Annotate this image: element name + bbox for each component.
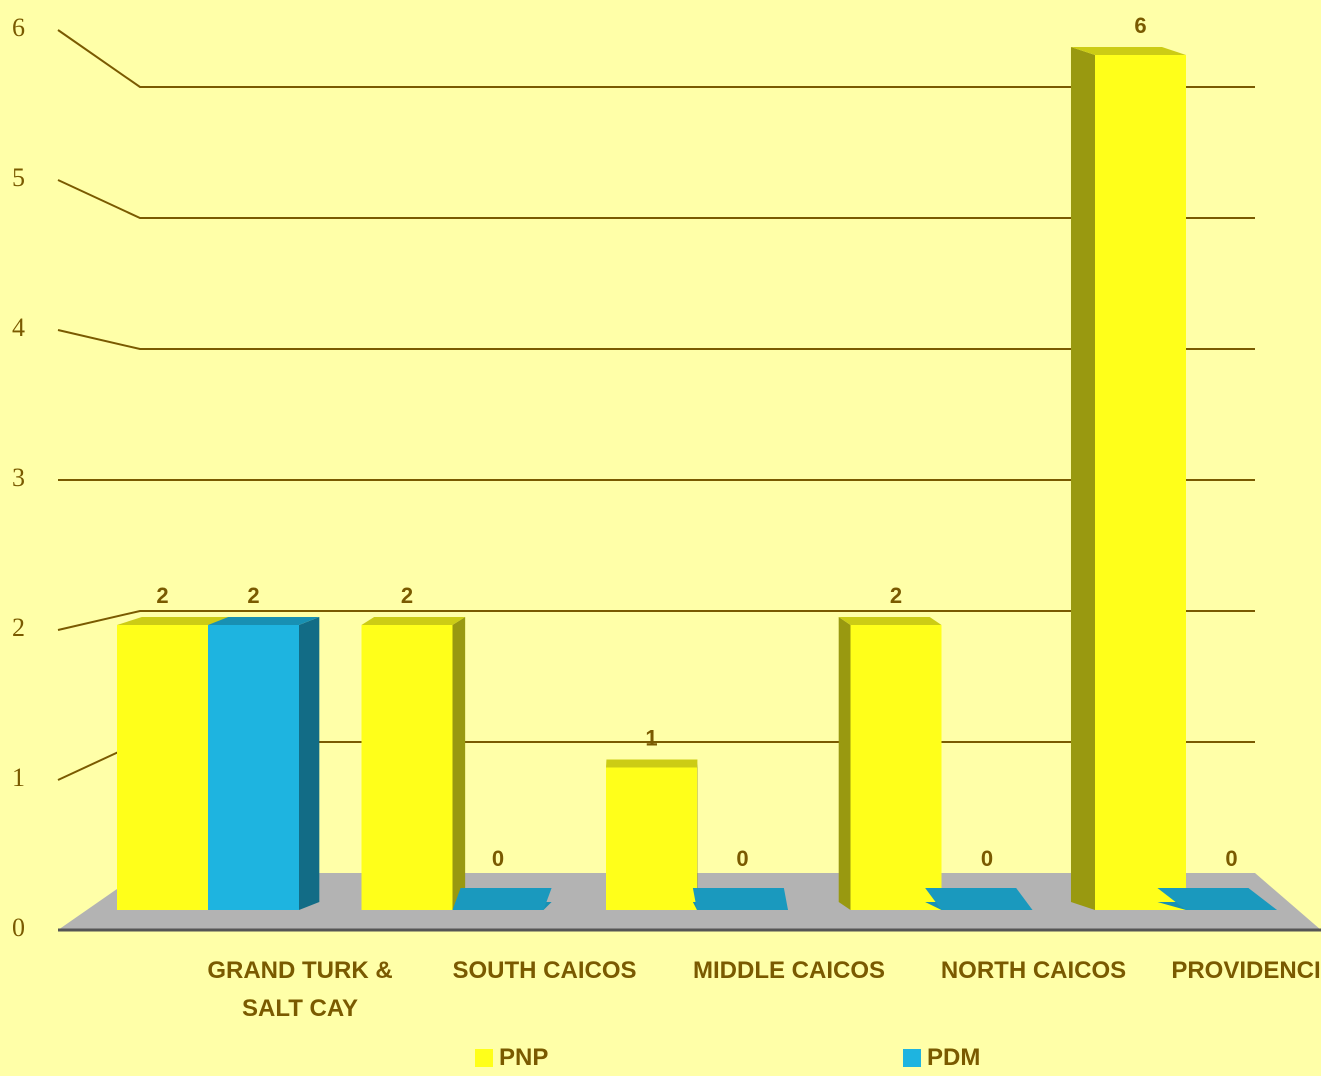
bar (452, 888, 552, 910)
bar-top (208, 617, 320, 625)
legend-swatch (903, 1049, 921, 1067)
y-tick-label: 4 (12, 313, 25, 342)
x-tick-label: NORTH CAICOS (940, 957, 1127, 984)
data-label: 0 (981, 846, 993, 871)
data-label: 0 (492, 846, 504, 871)
bar (208, 625, 299, 910)
y-tick-label: 1 (12, 763, 25, 792)
x-tick-label: GRAND TURK & SALT CAY (207, 957, 393, 1022)
y-tick-label: 5 (12, 163, 25, 192)
legend-swatch (475, 1049, 493, 1067)
bar-side (1070, 47, 1095, 910)
data-label: 2 (401, 583, 413, 608)
bar (1095, 55, 1186, 910)
bar (1157, 888, 1277, 910)
bar-side (299, 617, 320, 910)
data-label: 0 (736, 846, 748, 871)
legend-item: PNP (475, 1044, 548, 1072)
legend-item: PDM (903, 1044, 980, 1072)
grid-line (57, 179, 1255, 219)
bar-top (361, 617, 466, 625)
y-tick-label: 6 (12, 13, 25, 42)
bar-top (838, 617, 942, 625)
data-label: 2 (247, 583, 259, 608)
bar (606, 767, 697, 910)
grid-line (57, 329, 1255, 350)
data-label: 2 (156, 583, 168, 608)
bar (925, 888, 1033, 910)
legend-label: PNP (499, 1044, 549, 1071)
legend-label: PDM (927, 1044, 981, 1071)
bar-top (1070, 47, 1186, 55)
bar-top (606, 759, 698, 768)
bar-side (838, 617, 851, 910)
bar (692, 888, 788, 910)
bar-top (117, 617, 233, 625)
y-tick-label: 2 (12, 613, 25, 642)
x-tick-label: PROVIDENCIALES (1171, 957, 1321, 984)
bar-side (452, 617, 466, 910)
x-tick-label: SOUTH CAICOS (452, 957, 637, 984)
y-tick-label: 3 (12, 463, 25, 492)
bar (850, 625, 942, 910)
grid-line (57, 610, 1255, 631)
x-tick-label: MIDDLE CAICOS (693, 957, 885, 984)
data-label: 2 (890, 583, 902, 608)
bar (361, 625, 453, 910)
data-label: 6 (1134, 13, 1146, 38)
grid-line (57, 29, 1255, 88)
data-label: 0 (1225, 846, 1237, 871)
data-label: 1 (645, 726, 657, 751)
bar (117, 625, 208, 910)
y-tick-label: 0 (12, 913, 25, 942)
